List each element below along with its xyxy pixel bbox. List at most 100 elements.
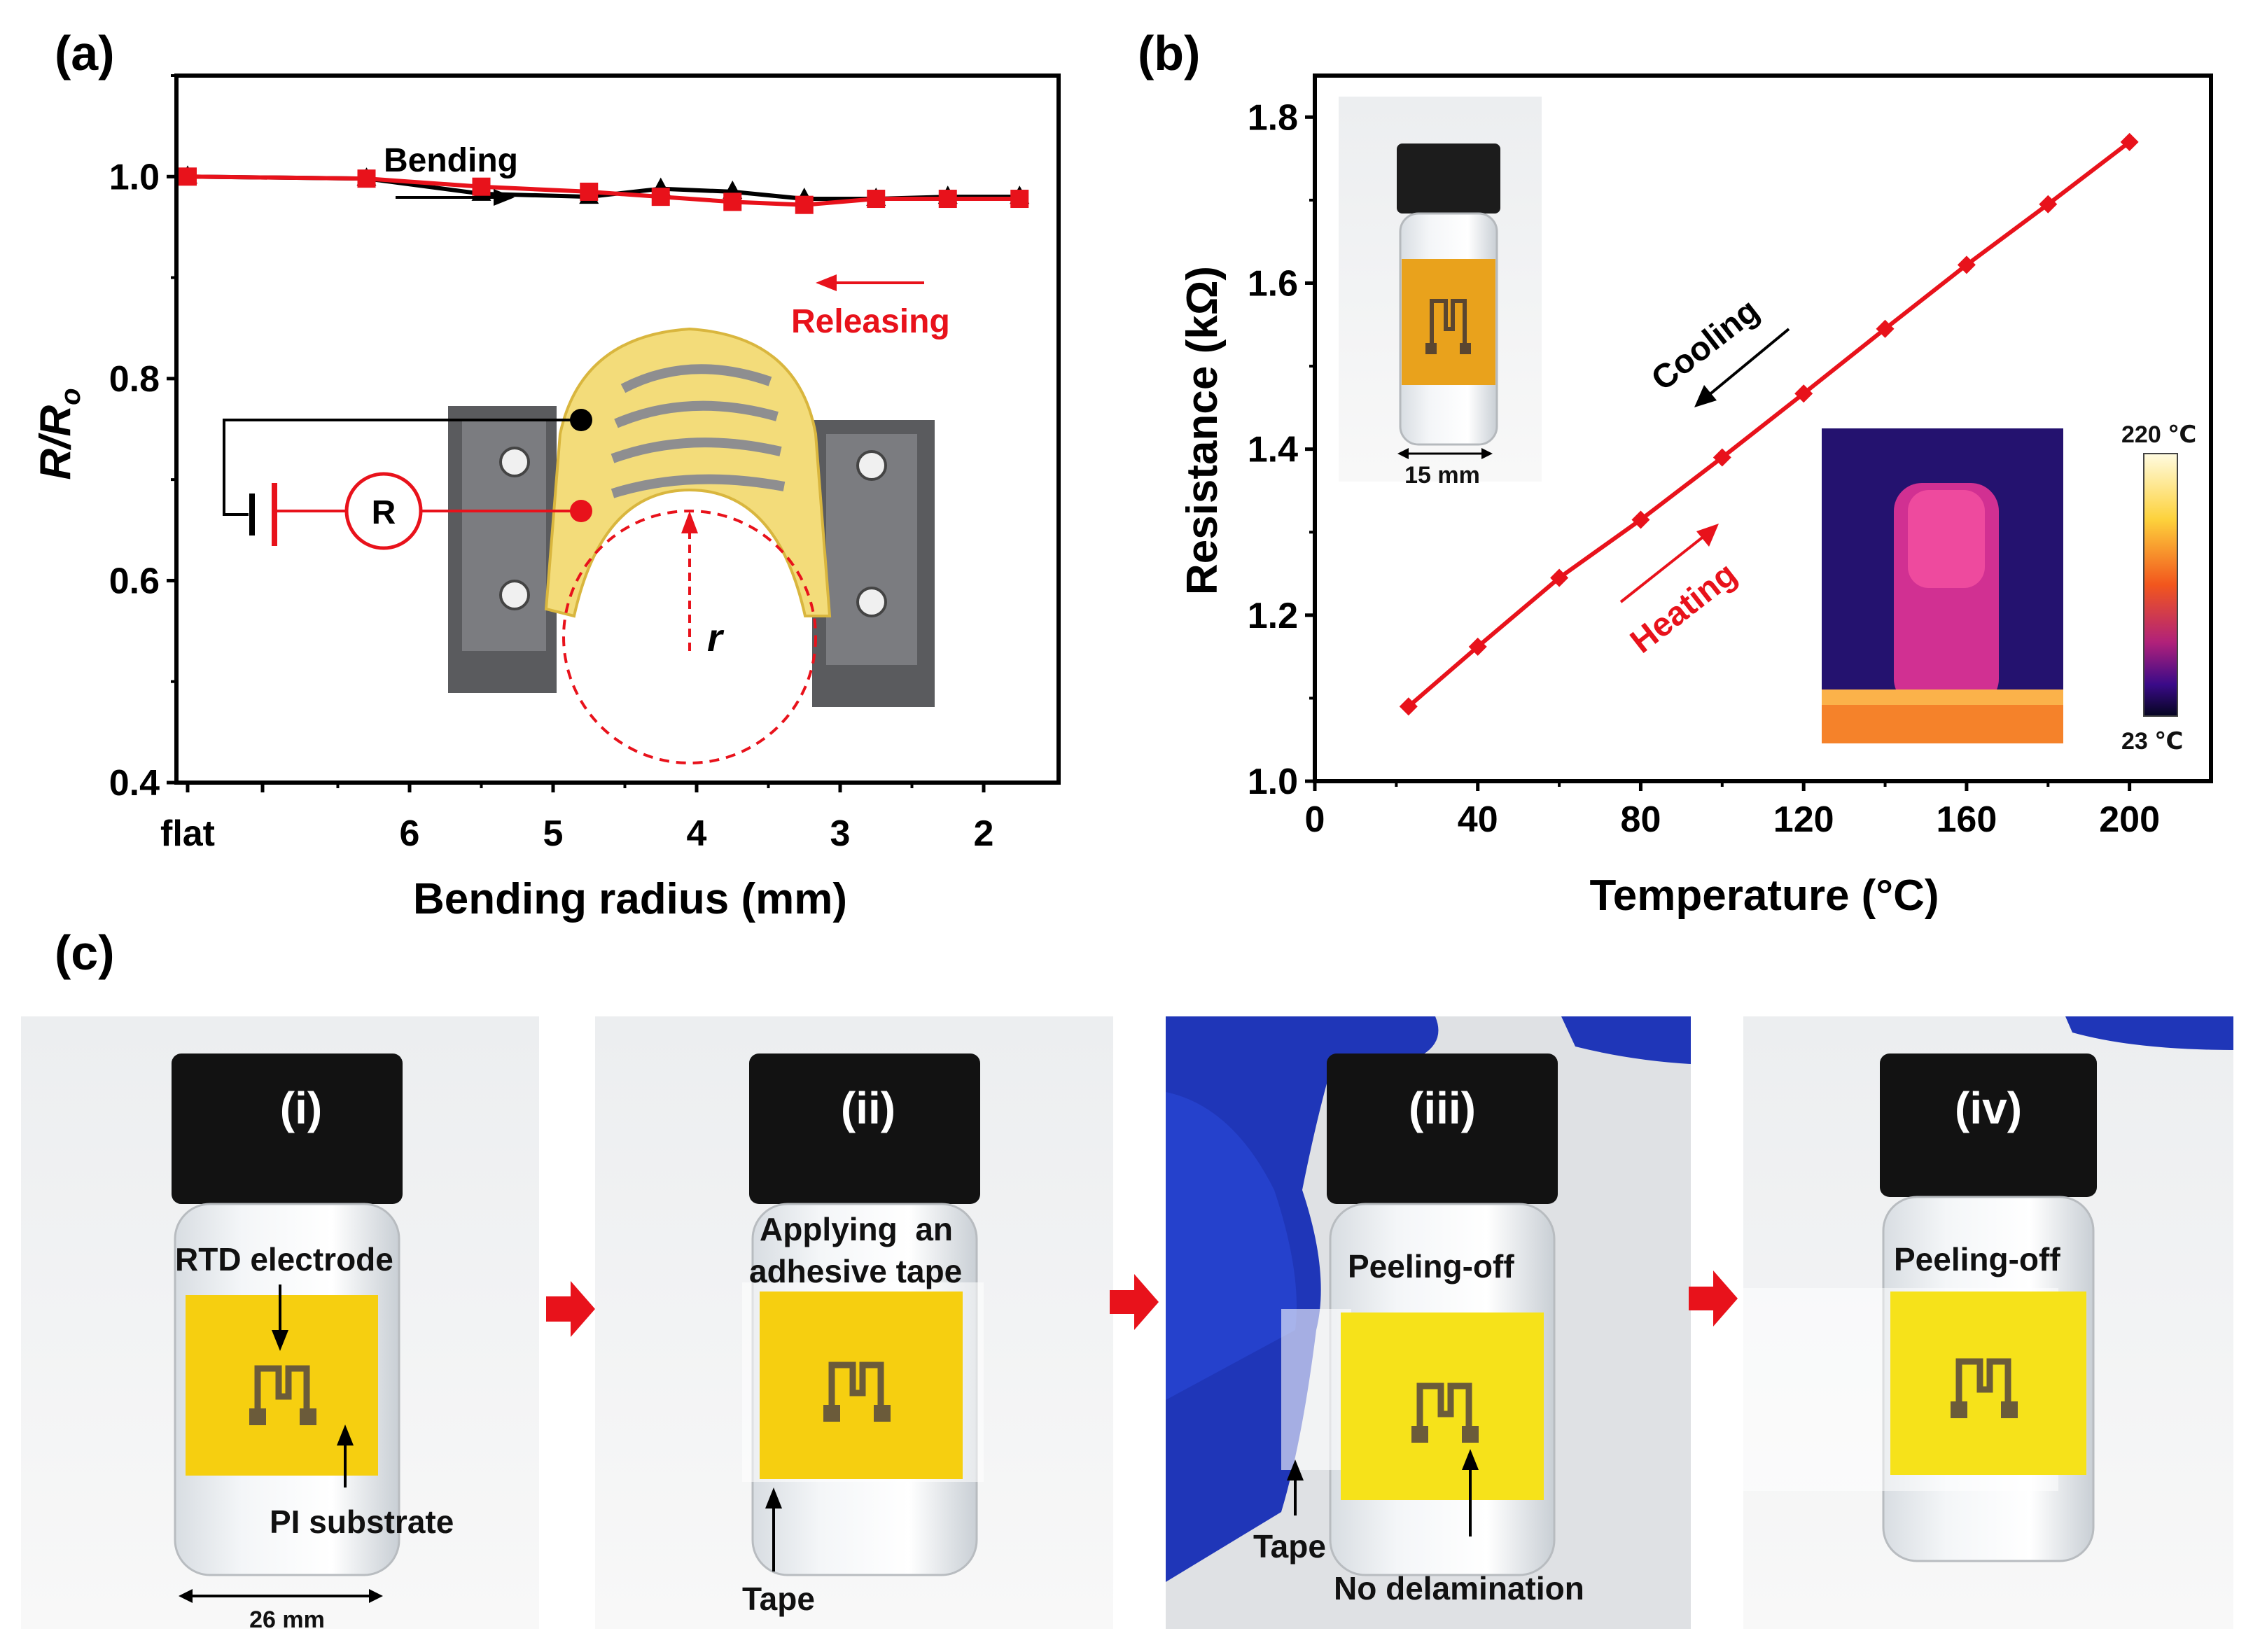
chart-b-point (1468, 637, 1487, 656)
cooling-arrow (1694, 328, 1790, 407)
rtd-electrode-icon (1955, 1358, 2011, 1407)
step-arrow (1689, 1270, 1738, 1326)
chart-b-point (1550, 568, 1569, 587)
panel-a-label: (a) (55, 26, 115, 80)
vial-width-label: 26 mm (249, 1606, 325, 1633)
colorbar-max-label: 220 ℃ (2121, 421, 2196, 448)
vial-cap (1327, 1054, 1558, 1204)
chart-a-xtick-label: flat (160, 813, 215, 854)
vial-cap (172, 1054, 403, 1204)
rtd-electrode-icon (1416, 1382, 1472, 1432)
photo-ii-label: (ii) (841, 1083, 895, 1133)
no-delamination-annotation: No delamination (1334, 1570, 1584, 1606)
rtd-electrode-icon (828, 1362, 884, 1410)
photo-ii: (ii) Applying an adhesive tape Tape (595, 1016, 1113, 1629)
tape-arrow (1287, 1460, 1304, 1516)
bending-arrow (396, 189, 515, 206)
photo-iii-label: (iii) (1409, 1083, 1476, 1133)
panel-b-label: (b) (1138, 26, 1200, 80)
chart-b-ytick-label: 1.8 (1248, 97, 1298, 138)
pi-film (1402, 259, 1495, 385)
chart-a-ytick-label: 1.0 (109, 157, 160, 197)
chart-b-xtick-label: 40 (1458, 799, 1498, 840)
rig-screw (499, 447, 530, 477)
chart-b-point (2120, 132, 2139, 151)
chart-b-ytick-label: 1.6 (1248, 263, 1298, 304)
chart-b-ytick-label: 1.4 (1248, 430, 1298, 470)
releasing-arrow (816, 274, 924, 291)
chart-a-xtick-label: 4 (687, 813, 707, 854)
chart-b-ytick-label: 1.2 (1248, 596, 1298, 636)
vial-width-scale (179, 1589, 383, 1603)
chart-b-ytick-label: 1.0 (1248, 762, 1298, 802)
chart-a-point-releasing (795, 195, 814, 214)
chart-a-xtick-label: 5 (543, 813, 564, 854)
vial-cap (1880, 1054, 2097, 1197)
step-arrow (1110, 1274, 1159, 1330)
circuit-wiring: R (223, 409, 592, 550)
peeled-tape (1281, 1309, 1351, 1470)
chart-a-ytick-label: 0.4 (109, 763, 160, 804)
rig-screw (856, 587, 887, 617)
peeling-off-annotation: Peeling-off (1348, 1248, 1514, 1284)
chart-a-point-releasing (723, 192, 742, 211)
chart-a-series-line (187, 174, 1020, 207)
pi-substrate-annotation: PI substrate (270, 1504, 454, 1540)
chart-b-xtick-label: 160 (1937, 799, 1997, 840)
chart-b-ylabel: Resistance (kΩ) (1178, 266, 1227, 595)
chart-b-point (1713, 448, 1731, 467)
colorbar-min-label: 23 ℃ (2121, 728, 2183, 755)
resistor-label: R (372, 494, 396, 531)
chart-b-xtick-label: 120 (1773, 799, 1834, 840)
radius-label: r (707, 615, 725, 659)
tape-arrow (765, 1488, 782, 1572)
chart-b-xtick-label: 80 (1621, 799, 1661, 840)
no-delamination-arrow (1462, 1449, 1479, 1536)
chart-a-xlabel: Bending radius (mm) (413, 875, 847, 923)
peeling-off-annotation: Peeling-off (1894, 1241, 2060, 1278)
releasing-annotation: Releasing (791, 303, 950, 340)
bent-pi-film (544, 327, 832, 618)
chart-a-frame (174, 74, 1061, 785)
chart-b-frame (1313, 74, 2213, 783)
vial-photo-inset: 15 mm (1339, 97, 1542, 489)
rtd-electrode-annotation: RTD electrode (175, 1241, 393, 1278)
applying-annotation-1: Applying an (760, 1211, 953, 1247)
chart-a-ytick-label: 0.8 (109, 359, 160, 400)
vial-scale-label: 15 mm (1404, 462, 1480, 489)
chart-b-series-line (1407, 140, 2131, 708)
rig-screw (856, 450, 887, 481)
scale-bar (1397, 448, 1493, 459)
bending-rig-inset: r R (223, 327, 935, 764)
chart-a: 0.4 0.6 0.8 1.0 flat 6 5 4 3 2 R/Ro Bending radi… (32, 74, 1061, 923)
chart-a-point-releasing (938, 190, 957, 209)
chart-a-ytick-label: 0.6 (109, 561, 160, 601)
chart-b-point (2039, 195, 2058, 214)
chart-b-point (1399, 697, 1418, 716)
chart-b: 1.0 1.2 1.4 1.6 1.8 0 40 80 120 160 200 Resistanc… (1178, 74, 2213, 920)
photo-iv-label: (iv) (1955, 1083, 2022, 1133)
photo-i: (i) RTD electrode PI substrate 26 mm (21, 1016, 539, 1633)
thermal-image-inset: 220 ℃ 23 ℃ (1822, 421, 2196, 755)
chart-a-point-releasing (867, 190, 886, 209)
rtd-arrow (272, 1284, 288, 1351)
pi-substrate-arrow (337, 1424, 354, 1488)
tape-annotation: Tape (742, 1581, 815, 1617)
photo-i-label: (i) (280, 1083, 322, 1133)
chart-a-ylabel: R/Ro (32, 388, 86, 479)
glove-thumb (1166, 1092, 1297, 1400)
heating-arrow (1619, 524, 1719, 603)
panel-c-label: (c) (55, 925, 115, 980)
chart-a-point-releasing (651, 188, 670, 206)
cooling-annotation: Cooling (1645, 292, 1766, 398)
film-electrode-pattern (611, 364, 786, 498)
chart-a-point-releasing (472, 177, 491, 196)
chart-a-xtick-label: 6 (400, 813, 420, 854)
chart-a-point-releasing (580, 182, 599, 201)
chart-a-xtick-label: 2 (974, 813, 994, 854)
chart-b-point (1794, 384, 1813, 403)
chart-a-point-releasing (1010, 190, 1029, 209)
vial-cap (1397, 144, 1500, 214)
rtd-electrode-icon (1430, 299, 1467, 346)
chart-a-point-releasing (179, 167, 197, 186)
